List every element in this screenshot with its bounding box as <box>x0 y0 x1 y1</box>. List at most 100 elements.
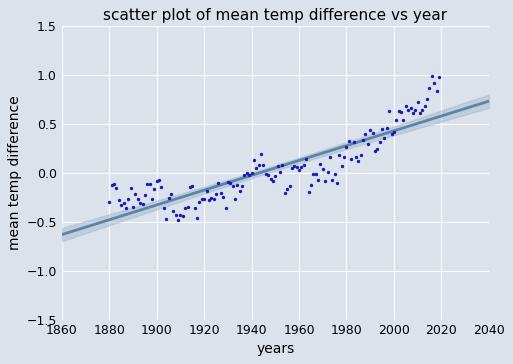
Point <box>428 73 436 79</box>
Point <box>226 180 234 186</box>
Point <box>411 107 419 113</box>
Point <box>143 181 151 186</box>
Point <box>361 131 369 136</box>
Point <box>150 186 159 192</box>
Point <box>295 167 303 173</box>
Point <box>402 103 410 109</box>
Point <box>252 165 261 171</box>
Point <box>219 194 227 200</box>
Point <box>212 191 220 197</box>
Point <box>300 162 308 168</box>
Point <box>368 130 377 135</box>
Point <box>285 183 293 189</box>
Point <box>435 74 443 80</box>
Point <box>416 110 424 116</box>
Point <box>260 162 268 168</box>
Point <box>181 205 189 211</box>
Point <box>336 152 344 158</box>
Point <box>273 163 282 169</box>
Point <box>174 217 182 223</box>
Point <box>162 216 170 222</box>
Point <box>366 127 374 132</box>
Point <box>302 156 310 162</box>
Point <box>323 169 331 175</box>
Point <box>406 105 415 111</box>
Point <box>167 191 175 197</box>
Point <box>235 189 244 194</box>
Point <box>184 204 192 210</box>
Point <box>245 172 253 178</box>
Point <box>349 139 358 145</box>
Point <box>122 205 130 211</box>
Point <box>309 171 318 177</box>
Point <box>176 212 185 218</box>
Point <box>413 99 422 105</box>
Point <box>359 138 367 143</box>
Point <box>250 157 258 163</box>
Point <box>317 161 325 167</box>
Point <box>198 196 206 202</box>
Point <box>238 183 246 189</box>
Point <box>283 186 291 192</box>
Point <box>131 191 140 197</box>
Point <box>160 205 168 211</box>
Point <box>228 183 236 189</box>
Point <box>380 135 388 141</box>
Point <box>129 204 137 210</box>
Point <box>345 139 353 145</box>
Point <box>195 199 204 205</box>
Point <box>148 196 156 202</box>
Point <box>423 96 431 102</box>
Point <box>254 162 263 168</box>
Point <box>271 173 280 179</box>
Point <box>371 148 379 154</box>
Point <box>141 192 149 198</box>
Point <box>136 200 144 206</box>
Point <box>397 109 405 115</box>
Point <box>376 139 384 145</box>
Point <box>216 190 225 196</box>
Point <box>108 182 116 187</box>
Point <box>200 196 208 202</box>
Point <box>153 178 161 183</box>
Point <box>269 178 277 183</box>
Point <box>385 108 393 114</box>
Point <box>146 181 154 186</box>
Point <box>307 182 315 187</box>
Point <box>139 201 147 207</box>
Point <box>207 195 215 201</box>
Point <box>342 145 350 150</box>
Point <box>290 163 299 169</box>
Point <box>241 172 249 178</box>
Point <box>266 176 274 182</box>
Point <box>392 117 400 123</box>
Point <box>243 170 251 176</box>
Point <box>430 80 438 86</box>
Point <box>352 154 360 160</box>
Point <box>357 152 365 158</box>
Point <box>328 177 337 182</box>
Point <box>432 88 441 94</box>
Point <box>347 156 356 162</box>
Point <box>209 196 218 202</box>
Point <box>134 196 142 202</box>
Point <box>165 195 173 201</box>
Point <box>262 171 270 177</box>
Point <box>120 200 128 206</box>
Point <box>257 151 265 157</box>
Point <box>383 125 391 131</box>
Point <box>330 171 339 177</box>
Point <box>191 205 199 211</box>
Point <box>288 165 296 171</box>
Point <box>124 196 132 202</box>
Point <box>264 172 272 178</box>
Point <box>112 186 121 191</box>
Point <box>115 197 123 203</box>
Point <box>276 169 284 175</box>
Point <box>418 107 426 113</box>
Point <box>233 183 242 189</box>
Point <box>394 108 403 114</box>
Point <box>354 158 363 164</box>
Point <box>231 196 239 202</box>
Point <box>404 107 412 113</box>
